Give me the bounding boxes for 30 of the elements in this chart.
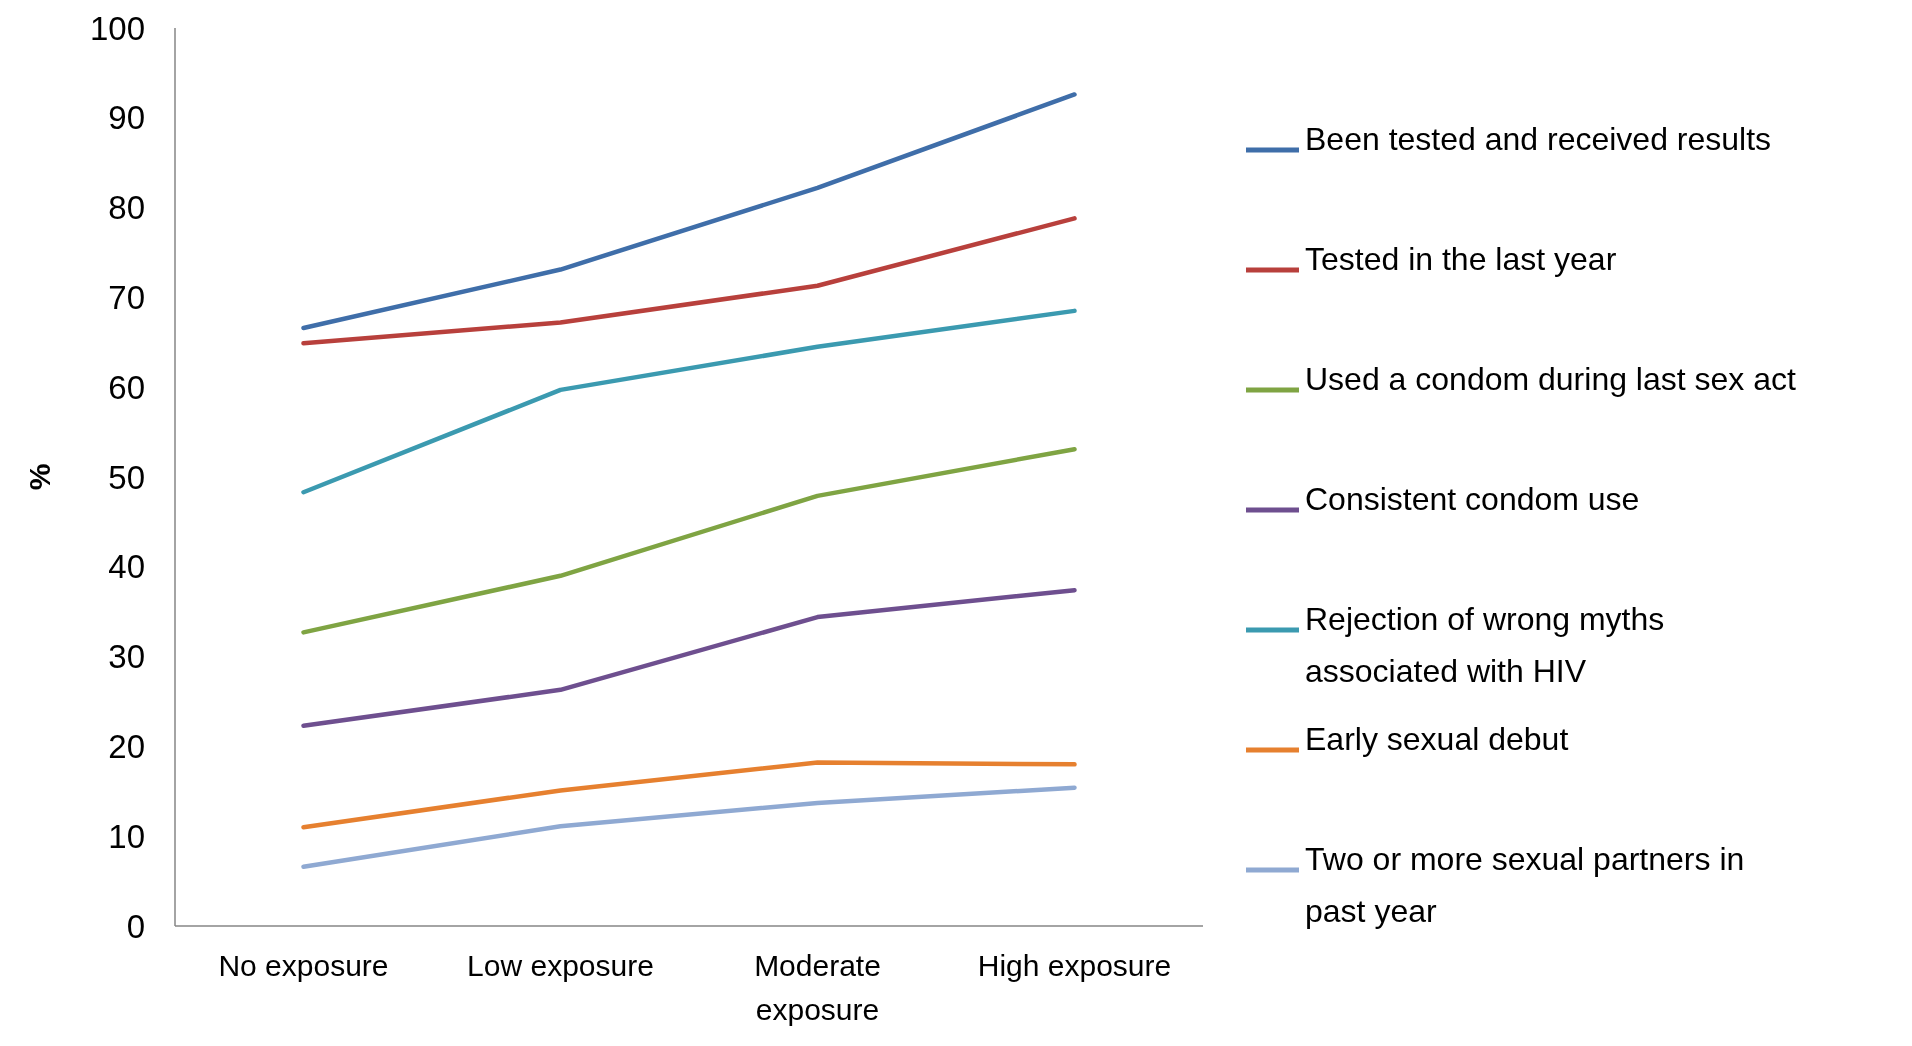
legend-label: Tested in the last year: [1305, 241, 1617, 277]
line-series: [301, 785, 1077, 869]
y-tick-label: 60: [108, 368, 145, 406]
x-tick-label: No exposure: [218, 949, 389, 982]
legend-label: Consistent condom use: [1305, 481, 1640, 517]
y-tick-label: 30: [108, 638, 145, 676]
y-tick-label: 90: [108, 99, 145, 137]
legend-label: Used a condom during last sex act: [1305, 361, 1797, 397]
x-tick-label: Moderate exposure: [754, 949, 881, 1026]
legend-label: Rejection of wrong myths associated with HIV: [1305, 601, 1665, 689]
y-tick-label: 100: [89, 9, 145, 47]
y-tick-label: 70: [108, 278, 145, 316]
line-series: [301, 92, 1077, 331]
y-tick-label: 50: [108, 458, 145, 496]
y-axis-title: %: [23, 463, 56, 491]
legend-label: Early sexual debut: [1305, 721, 1569, 757]
y-tick-label: 20: [108, 727, 145, 765]
legend-label: Been tested and received results: [1305, 121, 1772, 157]
line-series: [301, 216, 1077, 346]
line-series: [301, 587, 1077, 728]
y-tick-label: 10: [108, 817, 145, 855]
x-tick-label: Low exposure: [467, 949, 654, 982]
line-series: [301, 308, 1077, 495]
x-tick-label: High exposure: [977, 949, 1172, 982]
y-tick-label: 80: [108, 189, 145, 227]
line-series: [301, 446, 1077, 635]
y-tick-label: 0: [126, 907, 145, 945]
y-tick-label: 40: [108, 548, 145, 586]
legend-label: Two or more sexual partners in past year: [1305, 841, 1745, 929]
line-series: [301, 760, 1077, 830]
